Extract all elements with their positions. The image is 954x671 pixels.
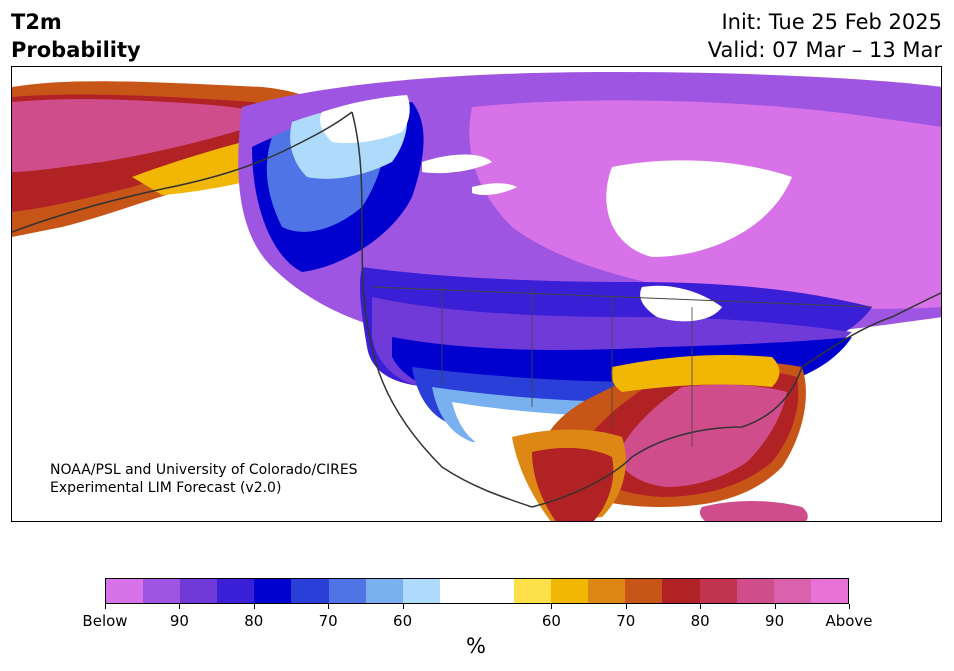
colorbar-segment	[254, 579, 292, 603]
colorbar-tick-mark	[402, 604, 404, 609]
state-borders	[441, 287, 693, 447]
colorbar-segment	[773, 579, 811, 603]
colorbar-tick-label: 60	[393, 612, 413, 630]
colorbar-segment	[810, 579, 848, 603]
great-bear-lake	[422, 154, 492, 174]
colorbar-tick-mark	[328, 604, 330, 609]
credit-line-1: NOAA/PSL and University of Colorado/CIRE…	[50, 462, 358, 478]
valid-date: Valid: 07 Mar – 13 Mar	[707, 38, 942, 62]
colorbar-tick-mark	[625, 604, 627, 609]
alaska-coastline	[12, 111, 353, 233]
mexico-warmer-region	[532, 447, 614, 521]
chart-title: T2m Probability	[11, 8, 141, 64]
colorbar-tick-mark	[105, 604, 106, 609]
colorbar-tick-mark	[774, 604, 776, 609]
colorbar-segment	[551, 579, 589, 603]
map-canvas	[12, 72, 941, 521]
colorbar-tick-label: 80	[690, 612, 710, 630]
title-type: Probability	[11, 38, 141, 62]
colorbar-tick-label: 90	[169, 612, 189, 630]
west-coastline	[351, 111, 533, 508]
colorbar-tick-label: Below	[82, 612, 128, 630]
east-coastline	[801, 292, 941, 368]
credit-text: NOAA/PSL and University of Colorado/CIRE…	[50, 461, 358, 497]
forecast-dates: Init: Tue 25 Feb 2025 Valid: 07 Mar – 13…	[708, 8, 942, 64]
us-southeast-warmest-region	[617, 384, 787, 487]
colorbar-segment	[588, 579, 626, 603]
colorbar-segment	[328, 579, 366, 603]
colorbar-tick-label: Above	[825, 612, 873, 630]
colorbar-segment	[180, 579, 218, 603]
title-variable: T2m	[11, 10, 62, 34]
colorbar-segment	[476, 579, 515, 603]
credit-line-2: Experimental LIM Forecast (v2.0)	[50, 480, 282, 496]
caribbean-warm-region	[699, 501, 808, 521]
gulf-coastline	[531, 366, 803, 508]
canada-white-band	[320, 95, 410, 144]
colorbar-segment	[143, 579, 181, 603]
colorbar-segment	[106, 579, 144, 603]
colorbar-tick-label: 80	[244, 612, 264, 630]
colorbar-segment	[699, 579, 737, 603]
colorbar-segment	[514, 579, 552, 603]
great-lakes	[640, 285, 722, 322]
colorbar-segment	[662, 579, 700, 603]
colorbar-tick-mark	[179, 604, 181, 609]
colorbar-unit: %	[466, 634, 486, 658]
colorbar-tick-mark	[551, 604, 553, 609]
colorbar-tick-label: 60	[541, 612, 561, 630]
probability-map: NOAA/PSL and University of Colorado/CIRE…	[11, 66, 942, 522]
colorbar-tick-mark	[253, 604, 255, 609]
colorbar-tick-label: 90	[765, 612, 785, 630]
colorbar-tick-mark	[849, 604, 850, 609]
colorbar-segment	[402, 579, 440, 603]
hudson-bay	[606, 160, 792, 257]
colorbar-tick-mark	[700, 604, 702, 609]
colorbar-segment	[625, 579, 663, 603]
us-canada-border	[371, 286, 873, 308]
colorbar-segment	[365, 579, 403, 603]
init-date: Init: Tue 25 Feb 2025	[721, 10, 942, 34]
colorbar-segment	[439, 579, 477, 603]
us-yellow-band	[611, 355, 780, 392]
great-slave-lake	[472, 183, 517, 195]
colorbar-tick-label: 70	[318, 612, 338, 630]
colorbar-tick-label: 70	[616, 612, 636, 630]
colorbar-segment	[736, 579, 774, 603]
colorbar-segment	[291, 579, 329, 603]
colorbar-segment	[217, 579, 255, 603]
alaska-warmest-region	[12, 99, 282, 172]
probability-colorbar	[105, 578, 849, 604]
